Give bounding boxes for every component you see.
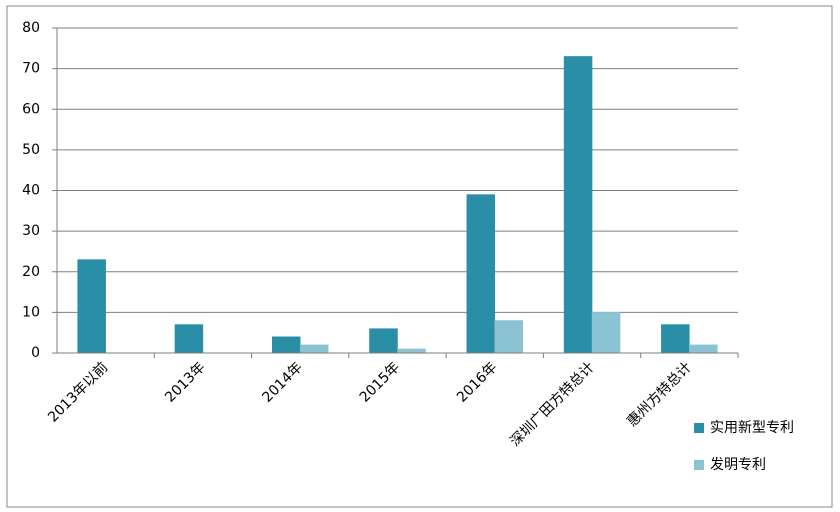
bar [397, 348, 426, 354]
bar [466, 194, 496, 354]
y-tick-label: 20 [22, 264, 40, 280]
bar [563, 56, 593, 354]
y-tick-label: 40 [22, 183, 40, 199]
legend-label: 实用新型专利 [710, 420, 794, 436]
y-tick-label: 10 [22, 304, 40, 320]
bar [174, 324, 204, 354]
y-tick-label: 0 [31, 345, 40, 361]
bar [689, 344, 718, 354]
y-tick-label: 30 [22, 223, 40, 239]
bar [661, 324, 690, 354]
legend-swatch [694, 423, 704, 433]
y-tick-label: 80 [22, 20, 40, 36]
bar [369, 328, 398, 354]
legend-label: 发明专利 [710, 457, 766, 473]
bar [591, 312, 621, 354]
y-tick-label: 70 [22, 61, 40, 77]
y-tick-label: 60 [22, 101, 40, 117]
y-tick-label: 50 [22, 142, 40, 158]
bar [271, 336, 301, 354]
legend-swatch [694, 460, 704, 470]
bar [299, 344, 329, 354]
bar [494, 320, 524, 354]
chart-border [6, 5, 833, 508]
bar [77, 259, 106, 354]
